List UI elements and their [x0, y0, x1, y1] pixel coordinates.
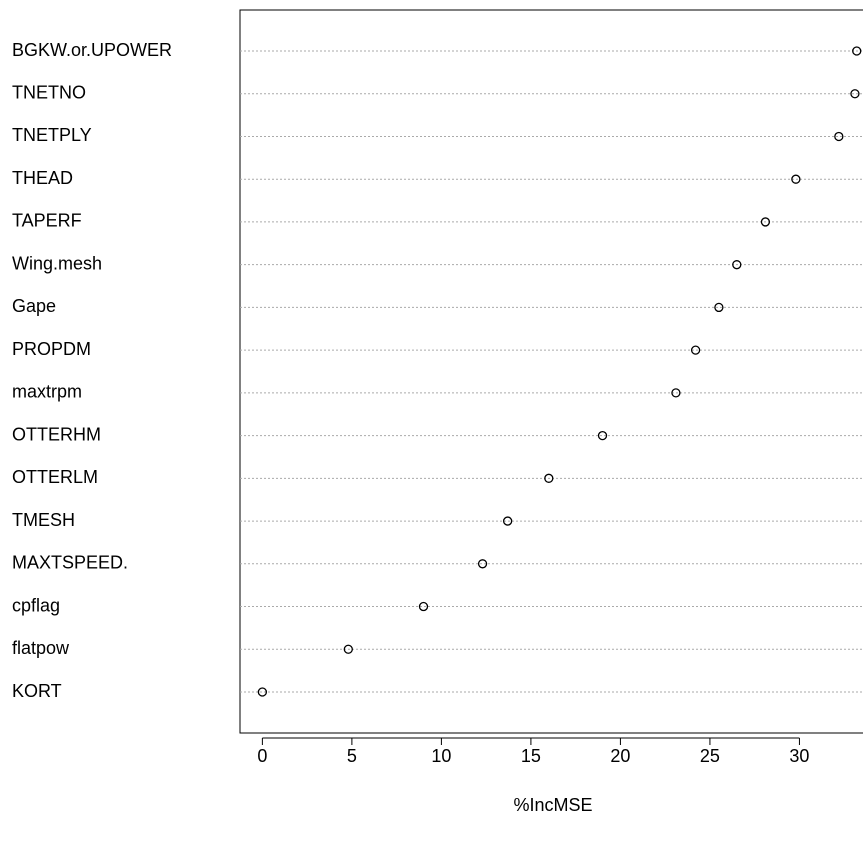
- dot: [690, 345, 701, 355]
- dot: [477, 559, 488, 569]
- y-tick-label: Gape: [12, 296, 56, 316]
- dot: [791, 174, 801, 184]
- dot: [418, 601, 429, 612]
- plot-frame: [239, 9, 863, 734]
- dot: [502, 516, 513, 526]
- y-tick-label: Wing.mesh: [12, 253, 102, 273]
- dot: [760, 217, 771, 227]
- dot: [714, 302, 724, 313]
- x-tick-label: 5: [347, 746, 357, 766]
- y-tick-label: THEAD: [12, 168, 73, 188]
- y-tick-label: OTTERLM: [12, 467, 98, 487]
- dot: [732, 260, 742, 270]
- dot: [544, 473, 554, 483]
- x-tick-label: 30: [789, 746, 809, 766]
- dot: [834, 131, 844, 142]
- dot: [597, 430, 608, 441]
- x-tick-label: 0: [257, 746, 267, 766]
- dot: [257, 687, 268, 697]
- x-axis-label: %IncMSE: [513, 795, 592, 815]
- y-tick-label: TMESH: [12, 510, 75, 530]
- y-tick-label: OTTERHM: [12, 424, 101, 444]
- y-tick-label: PROPDM: [12, 339, 91, 359]
- x-tick-label: 15: [521, 746, 541, 766]
- y-tick-label: flatpow: [12, 638, 70, 658]
- dot: [671, 388, 681, 398]
- x-tick-label: 10: [431, 746, 451, 766]
- y-tick-label: cpflag: [12, 595, 60, 615]
- dot: [852, 46, 862, 56]
- y-tick-label: TNETNO: [12, 82, 86, 102]
- y-tick-label: KORT: [12, 681, 62, 701]
- x-tick-label: 25: [700, 746, 720, 766]
- y-tick-label: TAPERF: [12, 211, 82, 231]
- x-tick-label: 20: [610, 746, 630, 766]
- y-tick-label: MAXTSPEED.: [12, 553, 128, 573]
- y-tick-label: BGKW.or.UPOWER: [12, 40, 172, 60]
- y-tick-label: maxtrpm: [12, 382, 82, 402]
- y-tick-label: TNETPLY: [12, 125, 92, 145]
- dot: [343, 644, 353, 654]
- dot: [850, 89, 860, 99]
